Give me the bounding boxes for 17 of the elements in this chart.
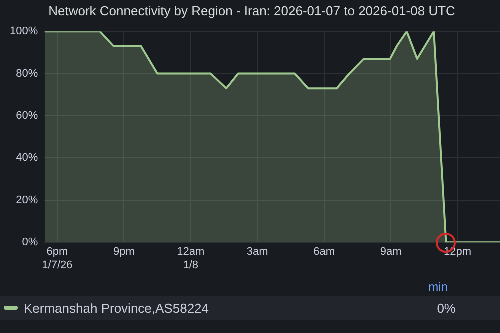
text: 0%: [436, 300, 457, 316]
x-tick-label: 6pm 1/7/26: [42, 246, 73, 272]
x-tick-label: 3am: [246, 246, 268, 258]
chart-title: Network Connectivity by Region - Iran: 2026-01-07 to 2026-01-08 UTC: [48, 3, 456, 18]
y-tick-label: 20%: [16, 194, 38, 206]
x-tick-label: 6am: [314, 246, 336, 258]
y-tick-label: 80%: [16, 68, 38, 80]
y-tick-label: 100%: [10, 26, 38, 38]
x-tick-label: 12am 1/8: [177, 246, 205, 272]
y-tick-label: 60%: [16, 110, 38, 122]
text: min: [428, 280, 449, 296]
x-tick-label: 12pm: [444, 246, 472, 258]
y-tick-label: 40%: [16, 152, 38, 164]
x-tick-label: 9pm: [113, 246, 135, 258]
legend-label: Kermanshah Province,AS58224: [24, 300, 210, 316]
x-tick-label: 9am: [380, 246, 402, 258]
y-tick-label: 0%: [22, 236, 38, 249]
